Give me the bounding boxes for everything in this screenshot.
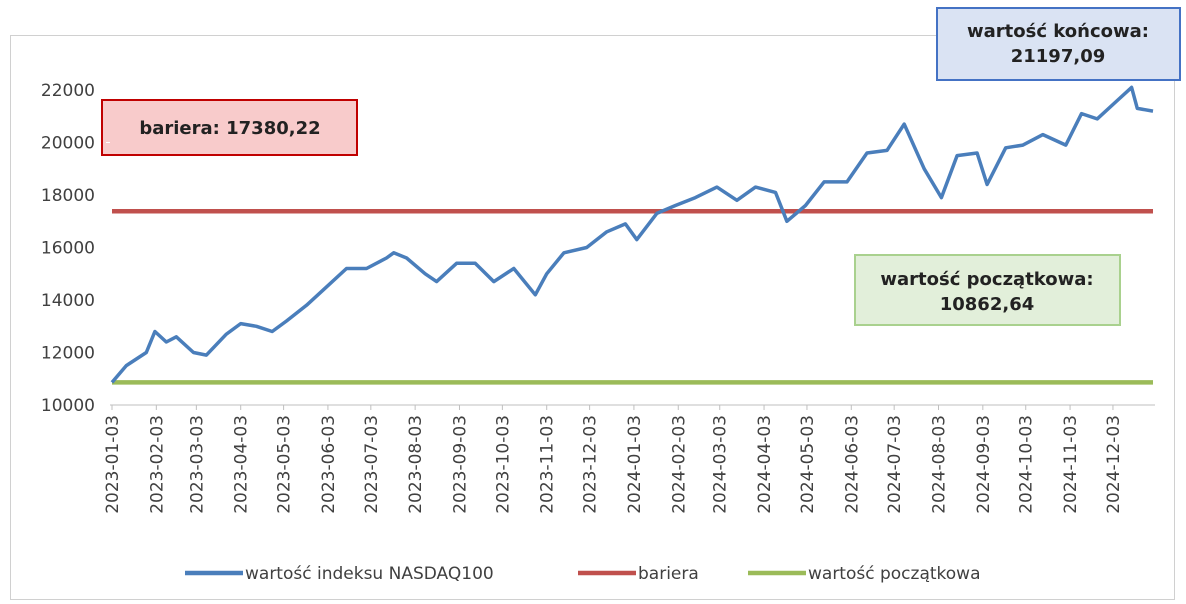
x-tick-label: 2024-11-03: [1061, 415, 1081, 514]
x-tick-label: 2024-05-03: [798, 415, 818, 514]
y-tick-label: 12000: [41, 344, 95, 364]
x-tick-label: 2023-02-03: [147, 415, 167, 514]
annotation-box: [936, 7, 1181, 81]
x-tick-label: 2024-08-03: [930, 415, 950, 514]
y-tick-label: 22000: [41, 81, 95, 101]
x-tick-label: 2024-10-03: [1017, 415, 1037, 514]
x-tick-label: 2024-03-03: [711, 415, 731, 514]
x-tick-label: 2023-05-03: [275, 415, 295, 514]
x-tick-label: 2023-06-03: [319, 415, 339, 514]
y-tick-label: 18000: [41, 186, 95, 206]
x-tick-label: 2024-01-03: [625, 415, 645, 514]
x-tick-label: 2024-07-03: [885, 415, 905, 514]
x-tick-label: 2023-03-03: [187, 415, 207, 514]
y-tick-label: 20000: [41, 134, 95, 154]
x-tick-label: 2023-04-03: [232, 415, 252, 514]
x-tick-label: 2024-06-03: [842, 415, 862, 514]
y-tick-label: 10000: [41, 396, 95, 416]
annotation-text: 21197,09: [1011, 46, 1106, 67]
legend-label: wartość początkowa: [808, 564, 981, 584]
x-tick-label: 2023-10-03: [493, 415, 513, 514]
x-tick-label: 2024-04-03: [755, 415, 775, 514]
annotation-box: [101, 99, 358, 156]
annotation-text: 10862,64: [940, 294, 1035, 315]
annotation-text: wartość końcowa:: [967, 21, 1149, 42]
x-tick-label: 2023-07-03: [362, 415, 382, 514]
y-tick-label: 16000: [41, 239, 95, 259]
legend-label: bariera: [638, 564, 699, 584]
x-tick-label: 2024-12-03: [1104, 415, 1124, 514]
x-tick-label: 2023-09-03: [450, 415, 470, 514]
legend-label: wartość indeksu NASDAQ100: [245, 564, 494, 584]
x-tick-label: 2023-12-03: [581, 415, 601, 514]
x-tick-label: 2023-08-03: [406, 415, 426, 514]
x-tick-label: 2023-11-03: [538, 415, 558, 514]
x-tick-label: 2024-09-03: [974, 415, 994, 514]
annotation-text: bariera: 17380,22: [139, 118, 320, 139]
series-line: [110, 85, 1154, 384]
x-tick-label: 2024-02-03: [669, 415, 689, 514]
annotation-text: wartość początkowa:: [880, 269, 1093, 290]
x-tick-label: 2023-01-03: [103, 415, 123, 514]
annotation-box: [854, 254, 1121, 326]
y-tick-label: 14000: [41, 291, 95, 311]
